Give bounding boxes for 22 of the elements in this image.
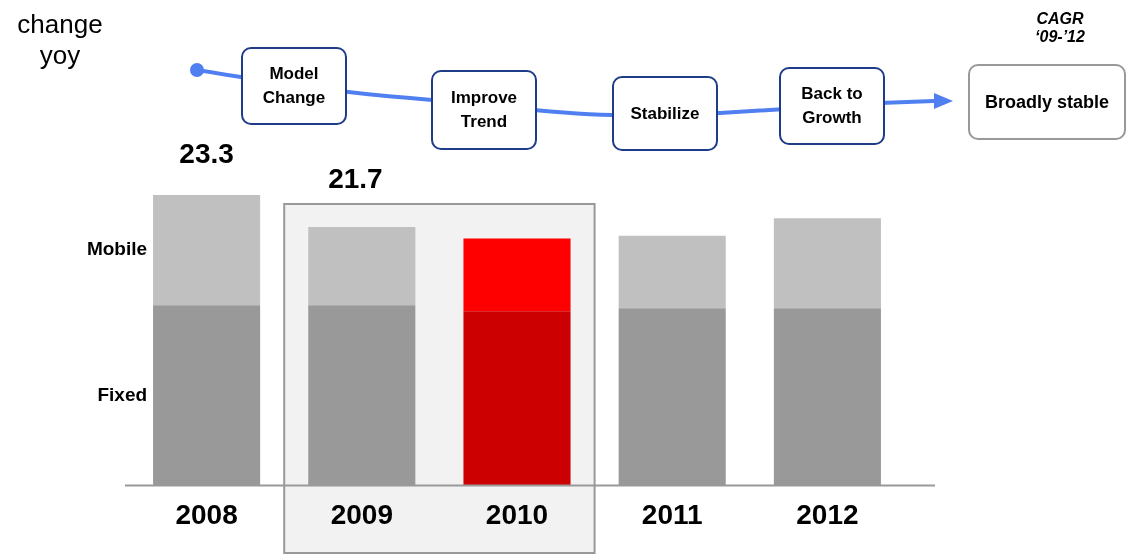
text: Stabilize [612,76,718,151]
x-tick-label: 2011 [641,498,703,530]
x-tick-label: 2009 [330,498,393,530]
text: Broadly stable [968,64,1126,140]
text: change yoy [16,8,104,72]
bar [308,226,416,306]
band-label: 21.7 [328,162,383,194]
series-label: Mobile [86,238,148,260]
text: Improve Trend [431,70,537,150]
bar [153,195,261,306]
bar [463,238,571,312]
text: Model Change [241,47,347,125]
series-label: Fixed [97,383,148,405]
x-tick-label: 2012 [796,498,859,530]
bar [463,311,571,486]
text: Back to Growth [779,67,885,145]
bar [618,235,726,309]
x-tick-label: 2008 [175,498,238,530]
annotation: 23.3 [179,137,234,169]
x-tick-label: 2010 [485,498,549,530]
text: CAGR ‘09-’12 [1034,9,1086,47]
bar [773,218,881,309]
